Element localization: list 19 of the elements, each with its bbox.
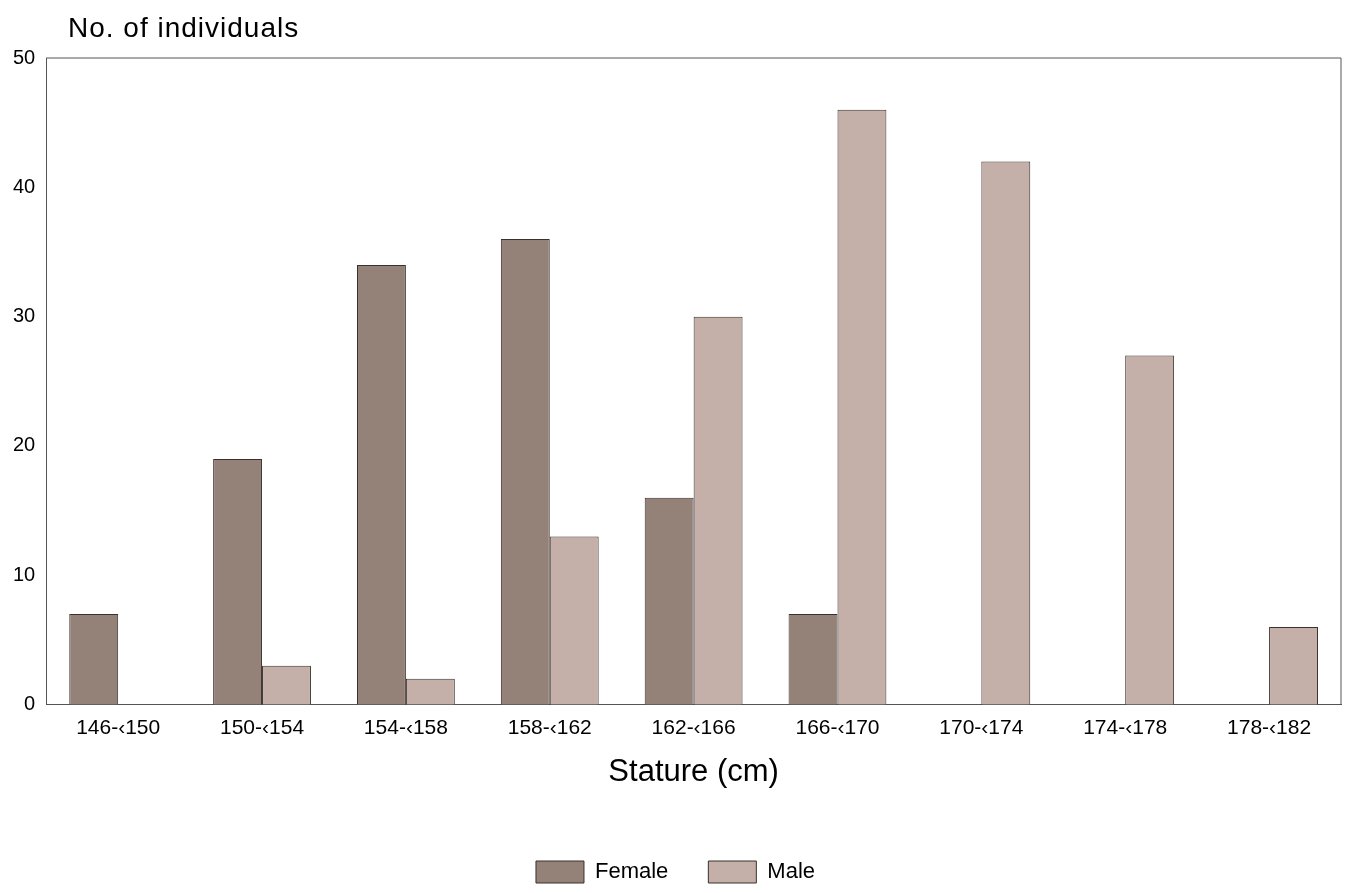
x-tick-label: 158-‹162 <box>507 715 592 738</box>
x-axis-title: Stature (cm) <box>608 752 779 788</box>
y-tick-label: 50 <box>13 45 36 68</box>
x-tick-label: 162-‹166 <box>651 715 736 738</box>
x-tick-label: 174-‹178 <box>1083 715 1168 738</box>
y-axis-title: No. of individuals <box>68 12 300 44</box>
y-tick-label: 40 <box>13 174 36 197</box>
x-tick-label: 154-‹158 <box>363 715 448 738</box>
x-tick-label: 150-‹154 <box>220 715 305 738</box>
x-tick-label: 146-‹150 <box>76 715 161 738</box>
x-tick-label: 170-‹174 <box>939 715 1024 738</box>
y-tick-label: 20 <box>13 433 36 456</box>
y-tick-label: 30 <box>13 304 36 327</box>
y-tick-label: 10 <box>13 562 36 585</box>
x-tick-label: 166-‹170 <box>795 715 880 738</box>
x-tick-label: 178-‹182 <box>1227 715 1312 738</box>
legend-label: Female <box>594 858 669 884</box>
legend-label: Male <box>767 858 816 884</box>
y-tick-label: 0 <box>24 692 36 715</box>
